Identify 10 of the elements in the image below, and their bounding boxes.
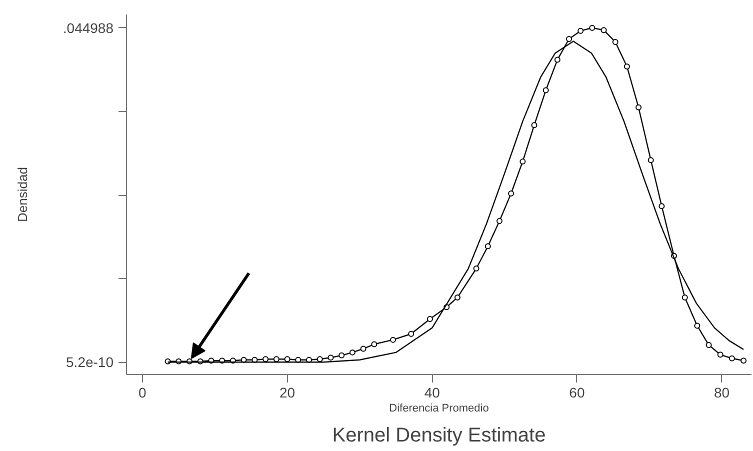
y-tick-label: 5.2e-10 (66, 354, 114, 370)
x-tick-label: 0 (138, 384, 147, 400)
x-tick-label: 80 (714, 384, 730, 400)
x-axis-title: Diferencia Promedio (389, 402, 489, 414)
y-axis-title: Densidad (14, 167, 30, 222)
x-tick-label: 40 (424, 384, 440, 400)
text: Kernel Density Estimate (332, 424, 546, 446)
y-tick-label: .044988 (62, 20, 114, 36)
x-tick-label: 60 (569, 384, 585, 400)
x-tick-label: 20 (279, 384, 296, 400)
